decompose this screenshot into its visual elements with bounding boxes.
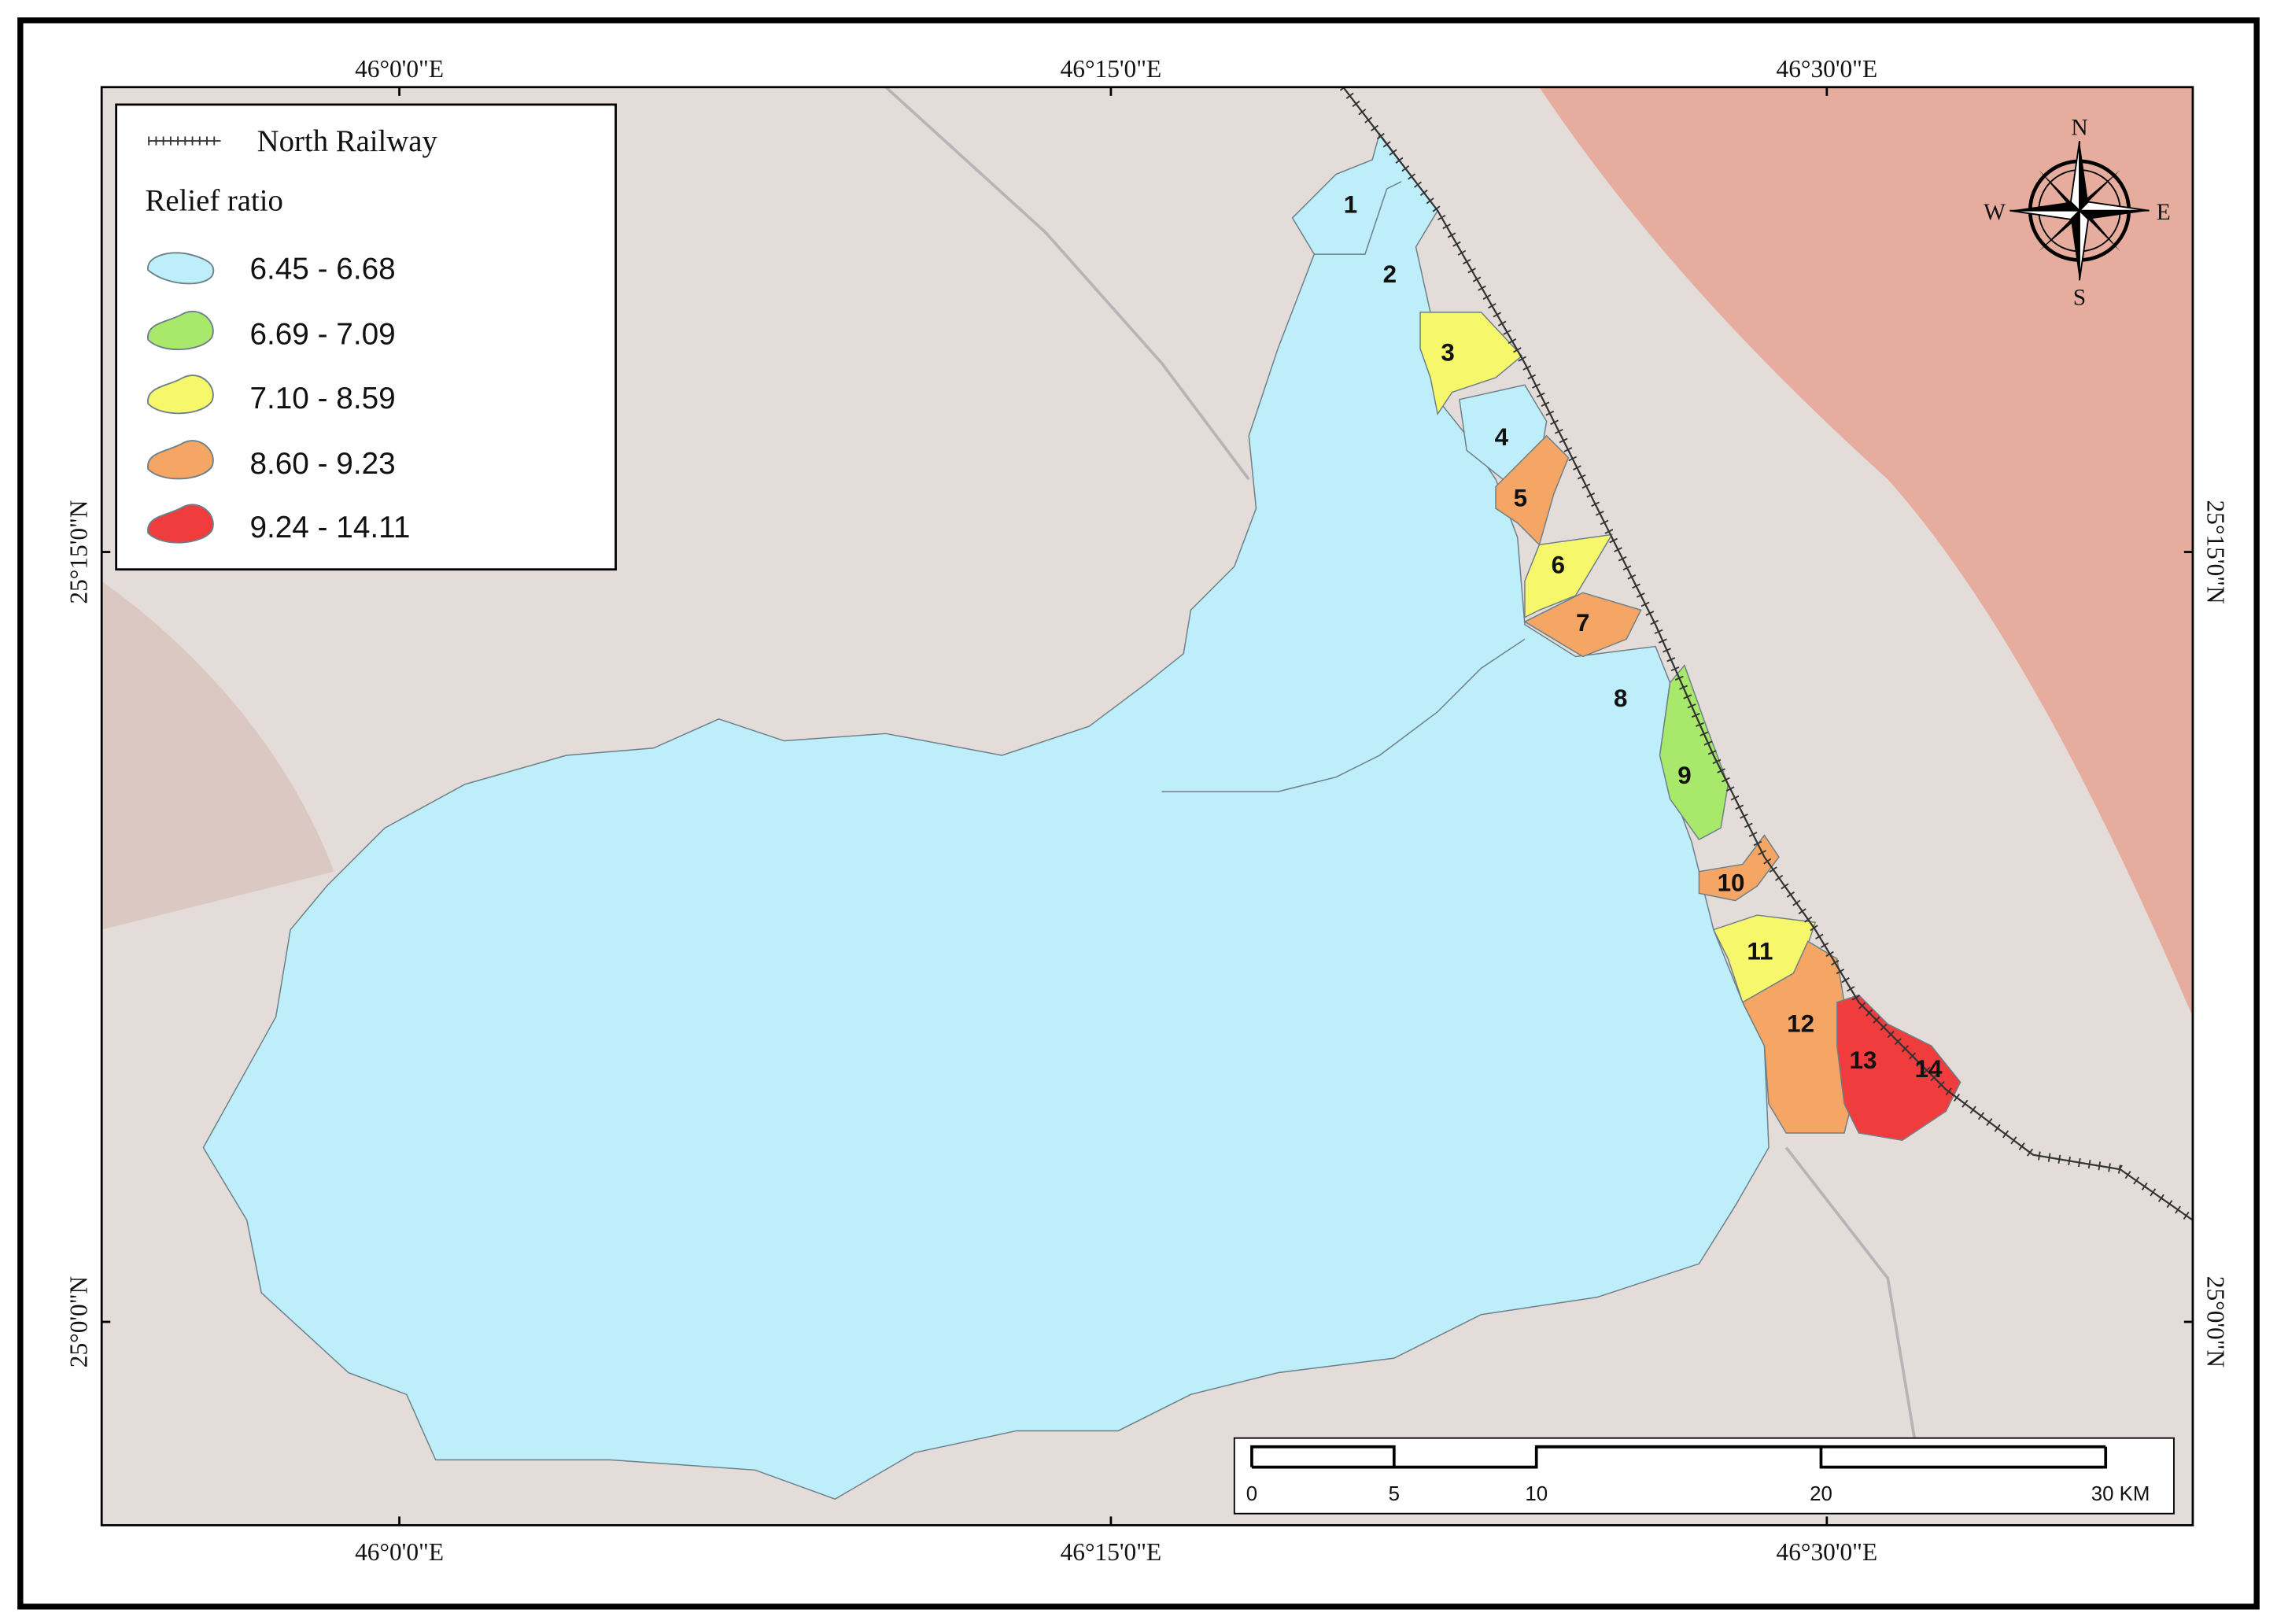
basin-label: 3 — [1441, 339, 1454, 367]
terrain — [101, 581, 334, 930]
basin-label: 8 — [1614, 685, 1627, 712]
scale-label: 5 — [1389, 1483, 1400, 1505]
legend-class-label: 8.60 - 9.23 — [249, 447, 395, 481]
longitude-label: 46°15'0"E — [1061, 55, 1162, 83]
legend-swatch — [147, 375, 214, 415]
scale-bar-box — [1233, 1437, 2175, 1515]
longitude-label: 46°30'0"E — [1777, 55, 1878, 83]
basin-label: 2 — [1383, 260, 1397, 288]
legend-swatch — [147, 310, 214, 350]
basin-label: 11 — [1747, 937, 1773, 965]
scale-label: 0 — [1246, 1483, 1257, 1505]
scale-label: 30 KM — [2091, 1483, 2150, 1505]
railway-line — [1342, 87, 2193, 1221]
map-border — [100, 86, 2194, 1526]
basin-label: 14 — [1915, 1055, 1943, 1083]
legend: North Railway Relief ratio 6.45 - 6.68 6… — [115, 103, 617, 571]
scale-label: 10 — [1525, 1483, 1548, 1505]
north-arrow: N S E W — [1984, 116, 2171, 311]
legend-swatch — [147, 252, 215, 285]
latitude-label: 25°15'0"N — [65, 500, 93, 603]
basin-label: 7 — [1576, 609, 1589, 637]
basin-polygon — [1836, 994, 1961, 1142]
basin-label: 5 — [1514, 484, 1527, 511]
sand-dunes — [1539, 87, 2193, 1017]
road — [884, 87, 1250, 481]
legend-title: Relief ratio — [146, 184, 283, 218]
basin-polygon — [1495, 434, 1570, 546]
basin-label: 10 — [1718, 869, 1745, 897]
longitude-label: 46°0'0"E — [355, 1538, 444, 1566]
basin-polygon — [1698, 834, 1780, 902]
legend-class-label: 6.45 - 6.68 — [249, 252, 395, 286]
basin-label: 12 — [1787, 1010, 1814, 1038]
compass-letter: S — [2073, 286, 2086, 311]
basin-polygon — [1419, 312, 1523, 416]
legend-class-label: 6.69 - 7.09 — [249, 318, 395, 352]
compass-letter: N — [2071, 116, 2087, 141]
basin-label: 9 — [1677, 762, 1691, 789]
compass-letter: W — [1984, 200, 2006, 225]
scale-bar-line — [1250, 1445, 2108, 1469]
road — [1784, 1146, 1919, 1453]
basin-polygon — [202, 132, 1770, 1500]
legend-class-label: 7.10 - 8.59 — [249, 382, 395, 415]
graticule-ticks — [101, 87, 2193, 1526]
basin-polygon — [1523, 592, 1642, 658]
basin-polygon — [1524, 533, 1614, 618]
legend-swatch — [147, 440, 214, 480]
longitude-label: 46°15'0"E — [1061, 1538, 1162, 1566]
longitude-label: 46°30'0"E — [1777, 1538, 1878, 1566]
scale-bar: 0 5 10 20 30 KM — [1233, 1437, 2175, 1515]
latitude-label: 25°15'0"N — [2201, 500, 2229, 603]
basin-label: 1 — [1344, 190, 1357, 218]
latitude-label: 25°0'0"N — [2201, 1276, 2229, 1367]
scale-label: 20 — [1810, 1483, 1832, 1505]
legend-swatch — [147, 504, 214, 544]
latitude-label: 25°0'0"N — [65, 1276, 93, 1367]
basin-label: 4 — [1495, 423, 1509, 451]
legend-class-label: 9.24 - 14.11 — [249, 511, 410, 544]
longitude-label: 46°0'0"E — [355, 55, 444, 83]
sub-basin-boundary — [1314, 181, 1402, 255]
sub-basin-boundary — [1161, 638, 1526, 792]
basin-polygon — [1659, 664, 1729, 841]
basin-label: 6 — [1552, 551, 1565, 578]
basin-label: 13 — [1850, 1046, 1877, 1074]
legend-railway-text: North Railway — [257, 124, 438, 158]
compass-letter: E — [2157, 200, 2171, 225]
